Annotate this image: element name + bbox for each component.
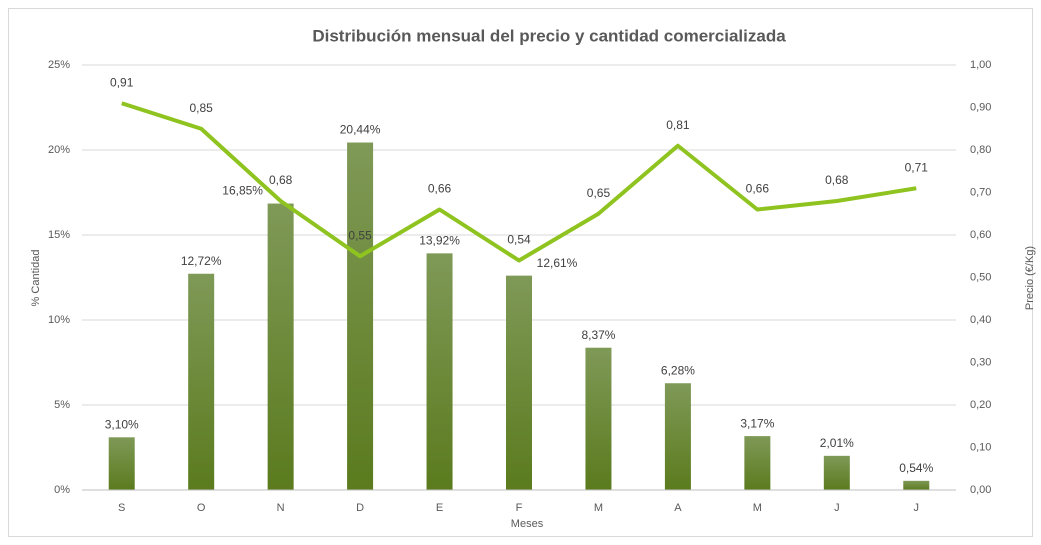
bar-value-label: 3,17% bbox=[740, 416, 774, 430]
line-value-label: 0,81 bbox=[666, 118, 690, 132]
bar bbox=[823, 455, 850, 490]
y-tick-label: 20% bbox=[48, 144, 70, 156]
line-value-label: 0,68 bbox=[825, 173, 849, 187]
y-tick-label: 10% bbox=[48, 314, 70, 326]
y-axis-title: % Cantidad bbox=[30, 250, 42, 307]
y2-tick-label: 0,30 bbox=[970, 356, 991, 368]
y-tick-label: 0% bbox=[54, 484, 70, 496]
line-value-label: 0,91 bbox=[110, 75, 134, 89]
y2-tick-label: 0,50 bbox=[970, 271, 991, 283]
y2-tick-label: 0,10 bbox=[970, 441, 991, 453]
bar bbox=[188, 273, 215, 490]
line-value-label: 0,66 bbox=[428, 182, 452, 196]
line-value-label: 0,68 bbox=[269, 173, 293, 187]
x-tick-label: N bbox=[277, 502, 285, 514]
bar bbox=[108, 437, 135, 490]
x-axis-title: Meses bbox=[511, 518, 544, 530]
bar bbox=[426, 253, 453, 490]
bar bbox=[664, 383, 691, 490]
line-value-label: 0,54 bbox=[507, 233, 531, 247]
bar bbox=[585, 347, 612, 490]
line-value-label: 0,55 bbox=[348, 228, 372, 242]
y2-tick-label: 0,80 bbox=[970, 144, 991, 156]
bar-value-label: 13,92% bbox=[419, 234, 460, 248]
x-tick-label: A bbox=[674, 502, 682, 514]
y2-tick-label: 0,40 bbox=[970, 314, 991, 326]
x-tick-label: D bbox=[356, 502, 364, 514]
bar-value-label: 20,44% bbox=[340, 123, 381, 137]
bar-value-label: 6,28% bbox=[661, 363, 695, 377]
x-tick-label: M bbox=[594, 502, 603, 514]
bar-value-label: 12,61% bbox=[537, 256, 578, 270]
line-value-label: 0,65 bbox=[587, 186, 611, 200]
y2-tick-label: 0,60 bbox=[970, 229, 991, 241]
y-tick-label: 5% bbox=[54, 399, 70, 411]
bar bbox=[744, 436, 771, 490]
line-value-label: 0,71 bbox=[905, 160, 929, 174]
y2-tick-label: 0,90 bbox=[970, 101, 991, 113]
line-value-label: 0,85 bbox=[190, 101, 214, 115]
y2-tick-label: 1,00 bbox=[970, 59, 991, 71]
bar-value-label: 0,54% bbox=[899, 461, 933, 475]
y2-tick-label: 0,00 bbox=[970, 484, 991, 496]
bar-value-label: 16,85% bbox=[222, 184, 263, 198]
bar-value-label: 12,72% bbox=[181, 254, 222, 268]
y2-tick-label: 0,70 bbox=[970, 186, 991, 198]
bar bbox=[347, 142, 374, 490]
y2-tick-label: 0,20 bbox=[970, 399, 991, 411]
bar bbox=[506, 275, 532, 490]
x-tick-label: S bbox=[118, 502, 125, 514]
x-tick-label: O bbox=[197, 502, 206, 514]
bar bbox=[267, 203, 294, 491]
bar-value-label: 2,01% bbox=[820, 436, 854, 450]
chart-title: Distribución mensual del precio y cantid… bbox=[312, 26, 786, 45]
x-tick-label: M bbox=[753, 502, 762, 514]
price-line bbox=[121, 101, 917, 263]
x-tick-label: E bbox=[436, 502, 443, 514]
bar bbox=[903, 480, 930, 490]
line-value-label: 0,66 bbox=[746, 182, 770, 196]
bar-value-label: 8,37% bbox=[581, 328, 615, 342]
bar-value-label: 3,10% bbox=[105, 417, 139, 431]
y-tick-label: 15% bbox=[48, 229, 70, 241]
x-tick-label: J bbox=[914, 502, 920, 514]
y2-axis-title: Precio (€/Kg) bbox=[1024, 246, 1036, 310]
y-tick-label: 25% bbox=[48, 59, 70, 71]
x-tick-label: J bbox=[834, 502, 840, 514]
x-tick-label: F bbox=[516, 502, 523, 514]
